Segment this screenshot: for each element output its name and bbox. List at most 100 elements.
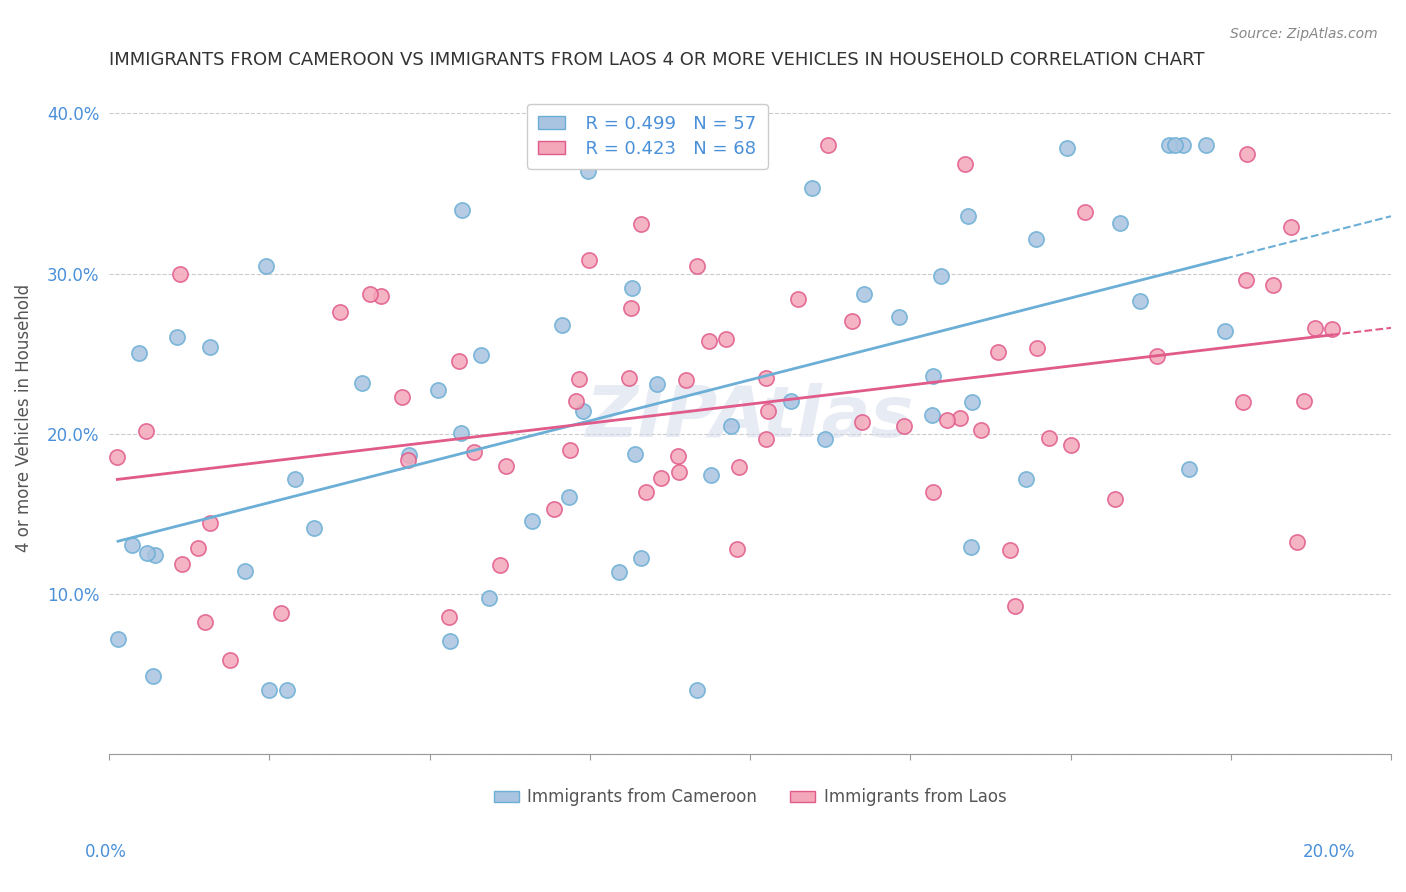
Point	[725, 542, 748, 557]
Point	[922, 485, 945, 500]
Point	[488, 558, 510, 572]
Point	[1026, 341, 1049, 355]
Point	[727, 459, 749, 474]
Point	[1171, 138, 1194, 153]
Point	[921, 408, 943, 422]
Point	[851, 415, 873, 429]
Point	[970, 423, 993, 437]
Point	[194, 615, 217, 629]
Point	[630, 217, 652, 231]
Point	[1234, 273, 1257, 287]
Point	[143, 548, 166, 562]
Point	[814, 432, 837, 446]
Text: IMMIGRANTS FROM CAMEROON VS IMMIGRANTS FROM LAOS 4 OR MORE VEHICLES IN HOUSEHOLD: IMMIGRANTS FROM CAMEROON VS IMMIGRANTS F…	[110, 51, 1205, 69]
Point	[645, 377, 668, 392]
Point	[853, 287, 876, 301]
Point	[329, 305, 352, 319]
Point	[391, 390, 413, 404]
Point	[257, 683, 280, 698]
Point	[350, 376, 373, 391]
Point	[135, 546, 157, 560]
Point	[1195, 138, 1218, 153]
Text: Source: ZipAtlas.com: Source: ZipAtlas.com	[1230, 27, 1378, 41]
Point	[949, 410, 972, 425]
Point	[817, 138, 839, 153]
Point	[650, 471, 672, 485]
Point	[780, 393, 803, 408]
Point	[254, 259, 277, 273]
Point	[686, 260, 709, 274]
Point	[621, 281, 644, 295]
Point	[936, 413, 959, 427]
Point	[1038, 431, 1060, 445]
Legend: Immigrants from Cameroon, Immigrants from Laos: Immigrants from Cameroon, Immigrants fro…	[486, 781, 1014, 814]
Point	[284, 472, 307, 486]
Point	[478, 591, 501, 605]
Point	[922, 369, 945, 384]
Point	[887, 310, 910, 325]
Point	[1320, 321, 1343, 335]
Point	[1178, 461, 1201, 475]
Point	[1164, 138, 1187, 153]
Point	[107, 632, 129, 646]
Point	[578, 253, 600, 268]
Point	[522, 514, 544, 528]
Point	[756, 404, 779, 418]
Point	[233, 564, 256, 578]
Point	[953, 157, 976, 171]
Point	[105, 450, 128, 465]
Point	[630, 551, 652, 566]
Point	[439, 634, 461, 648]
Point	[720, 418, 742, 433]
Point	[439, 609, 461, 624]
Point	[755, 432, 778, 446]
Point	[686, 683, 709, 698]
Point	[135, 424, 157, 438]
Point	[1236, 146, 1258, 161]
Point	[543, 502, 565, 516]
Point	[450, 202, 472, 217]
Point	[450, 425, 472, 440]
Point	[1056, 141, 1078, 155]
Point	[396, 453, 419, 467]
Point	[1157, 138, 1180, 153]
Point	[1025, 231, 1047, 245]
Point	[1263, 278, 1285, 293]
Point	[166, 329, 188, 343]
Point	[960, 395, 983, 409]
Point	[470, 348, 492, 362]
Point	[1285, 534, 1308, 549]
Point	[565, 394, 588, 409]
Point	[558, 490, 581, 504]
Point	[359, 287, 381, 301]
Point	[1109, 216, 1132, 230]
Point	[666, 449, 689, 463]
Point	[1074, 204, 1097, 219]
Point	[270, 606, 292, 620]
Point	[1015, 472, 1038, 486]
Point	[551, 318, 574, 333]
Point	[607, 565, 630, 579]
Point	[700, 468, 723, 483]
Point	[893, 419, 915, 434]
Point	[714, 332, 737, 346]
Point	[1292, 394, 1315, 409]
Point	[370, 289, 392, 303]
Point	[398, 448, 420, 462]
Point	[219, 653, 242, 667]
Point	[998, 543, 1021, 558]
Point	[623, 446, 645, 460]
Point	[987, 344, 1010, 359]
Point	[198, 340, 221, 354]
Point	[572, 403, 595, 417]
Point	[128, 345, 150, 359]
Point	[1129, 293, 1152, 308]
Point	[200, 516, 222, 530]
Point	[560, 442, 582, 457]
Point	[929, 269, 952, 284]
Point	[801, 180, 824, 194]
Point	[578, 163, 600, 178]
Point	[634, 484, 657, 499]
Point	[675, 373, 697, 387]
Text: ZIPAtlas: ZIPAtlas	[586, 384, 914, 452]
